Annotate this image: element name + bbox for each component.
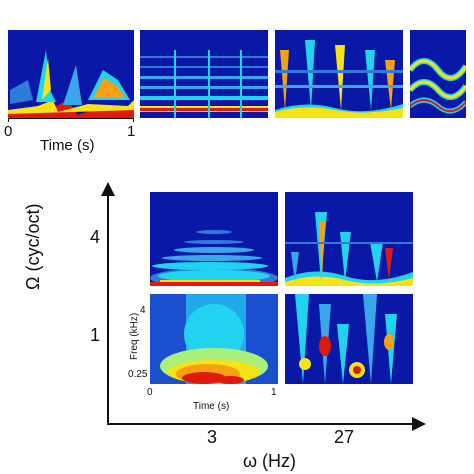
y-axis-label: Ω (cyc/oct)	[23, 203, 43, 290]
x-axis-line	[107, 423, 417, 425]
inset-freq-label: Freq (kHz)	[129, 312, 140, 360]
spectrogram-panel-4	[410, 30, 466, 118]
top-time-tick-0	[8, 118, 9, 122]
top-time-tick-label-1: 1	[127, 123, 136, 140]
inset-time-tick-1: 1	[271, 387, 277, 398]
spectrogram-4-image	[410, 30, 466, 118]
top-time-tick-1	[133, 118, 134, 122]
y-tick-label-1: 1	[90, 325, 101, 345]
x-tick-label-27: 27	[334, 427, 355, 447]
modulation-panel-top-left	[150, 192, 278, 286]
modulation-panel-bottom-left	[150, 294, 278, 384]
spectrogram-3-image	[275, 30, 403, 118]
y-tick-label-4: 4	[90, 227, 101, 247]
x-tick-label-3: 3	[207, 427, 218, 447]
top-time-axis-line	[8, 118, 134, 119]
inset-freq-tick-025: 0.25	[128, 369, 148, 380]
inset-time-tick-0: 0	[147, 387, 153, 398]
spectrogram-1-image	[8, 30, 134, 118]
modulation-panel-bottom-right	[285, 294, 413, 384]
modulation-bottom-right-image	[285, 294, 413, 384]
modulation-top-left-image	[150, 192, 278, 286]
top-time-axis-label: Time (s)	[40, 137, 95, 154]
spectrogram-panel-3	[275, 30, 403, 118]
spectrogram-panel-2	[140, 30, 268, 118]
inset-time-label: Time (s)	[193, 401, 230, 412]
spectrogram-panel-1	[8, 30, 134, 118]
modulation-top-right-image	[285, 192, 413, 286]
y-axis-line	[107, 192, 109, 424]
y-axis-arrowhead	[101, 182, 115, 196]
top-time-tick-label-0: 0	[4, 123, 13, 140]
modulation-panel-top-right	[285, 192, 413, 286]
x-axis-arrowhead	[412, 417, 426, 431]
modulation-bottom-left-image	[150, 294, 278, 384]
inset-freq-tick-4: 4	[140, 305, 146, 316]
x-axis-label: ω (Hz)	[243, 451, 297, 471]
spectrogram-2-image	[140, 30, 268, 118]
